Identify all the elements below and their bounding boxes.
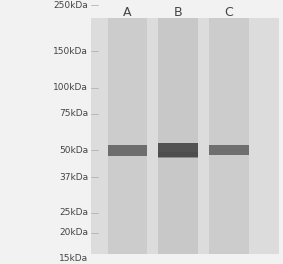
Text: A: A (123, 6, 132, 19)
Text: B: B (174, 6, 183, 19)
Text: 15kDa: 15kDa (59, 254, 88, 263)
Bar (209, 145, 248, 155)
Text: 250kDa: 250kDa (53, 1, 88, 10)
Bar (158, 18, 198, 254)
Text: C: C (224, 6, 233, 19)
Bar (158, 152, 198, 158)
Text: 75kDa: 75kDa (59, 109, 88, 118)
Text: 150kDa: 150kDa (53, 47, 88, 56)
Text: 25kDa: 25kDa (59, 208, 88, 217)
Text: 37kDa: 37kDa (59, 173, 88, 182)
Text: 50kDa: 50kDa (59, 146, 88, 155)
Text: 20kDa: 20kDa (59, 228, 88, 237)
Bar (108, 18, 147, 254)
Bar (91, 18, 280, 254)
Bar (108, 145, 147, 155)
Bar (158, 143, 198, 157)
Text: 100kDa: 100kDa (53, 83, 88, 92)
Bar (209, 18, 248, 254)
